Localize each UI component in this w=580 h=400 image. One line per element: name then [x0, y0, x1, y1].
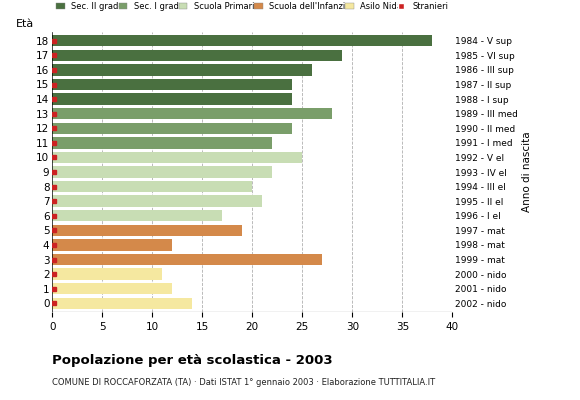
Bar [52, 181, 252, 192]
Text: Popolazione per età scolastica - 2003: Popolazione per età scolastica - 2003 [52, 354, 333, 367]
Text: COMUNE DI ROCCAFORZATA (TA) · Dati ISTAT 1° gennaio 2003 · Elaborazione TUTTITAL: COMUNE DI ROCCAFORZATA (TA) · Dati ISTAT… [52, 378, 436, 387]
Bar [52, 239, 172, 251]
Bar [52, 225, 242, 236]
Bar [52, 196, 262, 207]
Legend: Sec. II grado, Sec. I grado, Scuola Primaria, Scuola dell'Infanzia, Asilo Nido, : Sec. II grado, Sec. I grado, Scuola Prim… [56, 2, 448, 11]
Bar [52, 93, 292, 105]
Bar [52, 254, 322, 265]
Y-axis label: Anno di nascita: Anno di nascita [522, 132, 532, 212]
Bar [52, 137, 273, 148]
Bar [52, 268, 162, 280]
Bar [52, 64, 313, 76]
Bar [52, 50, 342, 61]
Bar [52, 166, 273, 178]
Bar [52, 122, 292, 134]
Bar [52, 210, 222, 222]
Bar [52, 283, 172, 294]
Bar [52, 108, 332, 119]
Bar [52, 79, 292, 90]
Bar [52, 152, 302, 163]
Text: Età: Età [16, 19, 34, 29]
Bar [52, 35, 433, 46]
Bar [52, 298, 193, 309]
